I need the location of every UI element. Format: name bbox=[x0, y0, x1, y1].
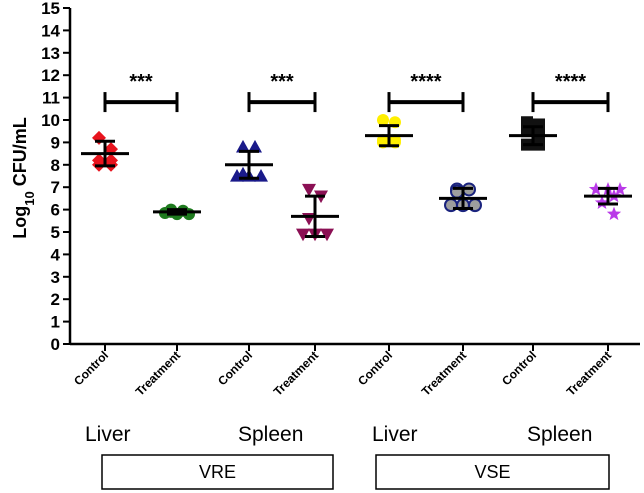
y-tick-label: 12 bbox=[41, 66, 60, 85]
significance-bracket: **** bbox=[531, 71, 610, 113]
y-tick-label: 14 bbox=[41, 21, 60, 40]
y-tick-label: 2 bbox=[51, 290, 60, 309]
group-3 bbox=[225, 139, 273, 182]
significance-label: **** bbox=[555, 71, 586, 93]
significance-bracket: **** bbox=[387, 71, 465, 113]
data-point bbox=[606, 206, 622, 221]
x-tick-label: Control bbox=[71, 348, 111, 388]
tissue-label: Spleen bbox=[238, 423, 303, 446]
x-tick-label: Control bbox=[499, 348, 539, 388]
y-axis-label: Log10 CFU/mL bbox=[10, 117, 37, 238]
tissue-label: Spleen bbox=[527, 423, 592, 446]
y-tick-label: 11 bbox=[42, 89, 60, 108]
group-5 bbox=[365, 114, 413, 149]
organism-box-frame bbox=[101, 454, 334, 490]
y-tick-label: 10 bbox=[41, 111, 60, 130]
y-tick-label: 13 bbox=[41, 44, 60, 63]
y-tick-label: 4 bbox=[51, 245, 61, 264]
data-point bbox=[377, 114, 389, 126]
y-tick-label: 0 bbox=[51, 335, 60, 354]
organism-label: VSE bbox=[474, 462, 510, 482]
data-point bbox=[236, 139, 250, 153]
data-point bbox=[533, 118, 545, 131]
significance-bracket: *** bbox=[247, 71, 317, 113]
x-tick-label: Control bbox=[215, 348, 255, 388]
x-tick-label: Treatment bbox=[133, 348, 183, 398]
significance-label: **** bbox=[410, 71, 441, 93]
group-7 bbox=[509, 116, 557, 151]
x-tick-label: Treatment bbox=[564, 348, 614, 398]
y-tick-label: 3 bbox=[51, 268, 60, 287]
organism-label: VRE bbox=[199, 462, 236, 482]
x-tick-label: Treatment bbox=[419, 348, 469, 398]
group-6 bbox=[439, 182, 487, 213]
y-tick-label: 6 bbox=[51, 201, 60, 220]
data-point bbox=[320, 228, 334, 242]
y-tick-label: 9 bbox=[51, 133, 60, 152]
data-point bbox=[612, 181, 628, 196]
group-8 bbox=[584, 181, 632, 221]
data-point bbox=[296, 228, 310, 242]
data-point bbox=[302, 183, 316, 197]
x-tick-label: Treatment bbox=[271, 348, 321, 398]
significance-label: *** bbox=[129, 71, 153, 93]
x-tick-label: Control bbox=[355, 348, 395, 388]
data-point bbox=[594, 195, 610, 209]
group-2 bbox=[153, 203, 201, 221]
data-point bbox=[588, 181, 604, 196]
organism-box: VSE bbox=[375, 454, 610, 490]
data-point bbox=[248, 139, 262, 153]
y-tick-label: 5 bbox=[51, 223, 60, 242]
marks bbox=[81, 114, 632, 242]
group-4 bbox=[291, 183, 339, 242]
organism-box-frame bbox=[375, 454, 610, 490]
tissue-label: Liver bbox=[85, 423, 131, 446]
significance-label: *** bbox=[270, 71, 294, 93]
group-1 bbox=[81, 130, 129, 172]
y-tick-label: 15 bbox=[41, 0, 60, 18]
significance-bracket: *** bbox=[103, 71, 179, 113]
y-tick-label: 7 bbox=[51, 178, 60, 197]
tissue-label: Liver bbox=[372, 423, 418, 446]
y-tick-label: 8 bbox=[51, 156, 60, 175]
y-tick-label: 1 bbox=[51, 313, 60, 332]
data-point bbox=[521, 116, 533, 129]
organism-box: VRE bbox=[101, 454, 334, 490]
